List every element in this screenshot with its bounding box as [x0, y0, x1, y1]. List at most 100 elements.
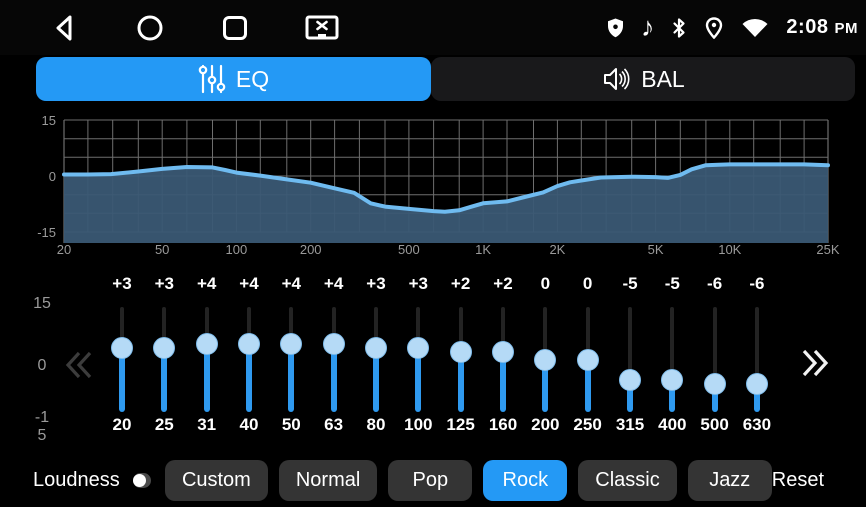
eq-band-value: +4: [281, 274, 301, 293]
preset-button-jazz[interactable]: Jazz: [687, 459, 772, 501]
prev-bands-chevron-icon[interactable]: [60, 348, 96, 382]
eq-band-20[interactable]: +3 20: [101, 262, 143, 458]
slider-track-active[interactable]: [288, 344, 295, 412]
slider-thumb[interactable]: [703, 373, 726, 395]
eq-band-100[interactable]: +3 100: [397, 262, 439, 458]
eq-band-400[interactable]: -5 400: [651, 262, 693, 458]
tab-bal[interactable]: BAL: [431, 57, 855, 101]
eq-band-160[interactable]: +2 160: [482, 262, 524, 458]
slider-track-active[interactable]: [711, 384, 718, 412]
clock-meridiem: PM: [834, 20, 858, 37]
slider-track[interactable]: [331, 307, 336, 344]
slider-thumb[interactable]: [322, 333, 345, 355]
eq-band-frequency: 25: [154, 415, 174, 434]
eq-band-250[interactable]: 0 250: [567, 262, 609, 458]
slider-track[interactable]: [712, 307, 717, 384]
slider-track[interactable]: [204, 307, 209, 344]
slider-track-active[interactable]: [584, 360, 591, 412]
slider-thumb[interactable]: [111, 337, 133, 359]
slider-track-active[interactable]: [161, 348, 168, 412]
recents-icon[interactable]: [220, 13, 250, 43]
svg-text:50: 50: [155, 242, 169, 257]
slider-track-active[interactable]: [203, 344, 210, 412]
slider-thumb[interactable]: [449, 341, 472, 363]
slider-track-active[interactable]: [753, 384, 760, 412]
slider-thumb[interactable]: [238, 333, 260, 355]
eq-band-value: +2: [493, 274, 513, 293]
slider-thumb[interactable]: [492, 341, 514, 363]
slider-track-active[interactable]: [330, 344, 337, 412]
eq-band-630[interactable]: -6 630: [736, 262, 778, 458]
eq-band-value: +3: [154, 274, 174, 293]
eq-band-125[interactable]: +2 125: [440, 262, 482, 458]
slider-track[interactable]: [670, 307, 675, 380]
slider-thumb[interactable]: [745, 373, 768, 395]
slider-thumb[interactable]: [661, 369, 684, 391]
home-icon[interactable]: [135, 13, 165, 43]
eq-band-315[interactable]: -5 315: [609, 262, 651, 458]
slider-track-active[interactable]: [373, 348, 379, 412]
slider-track-active[interactable]: [246, 344, 252, 412]
slider-track-active[interactable]: [669, 380, 676, 412]
eq-band-31[interactable]: +4 31: [186, 262, 228, 458]
eq-band-25[interactable]: +3 25: [143, 262, 185, 458]
slider-thumb[interactable]: [576, 349, 599, 371]
slider-axis-min-line2: 5: [37, 427, 47, 444]
eq-band-50[interactable]: +4 50: [270, 262, 312, 458]
eq-band-63[interactable]: +4 63: [313, 262, 355, 458]
reset-button[interactable]: Reset: [771, 468, 824, 491]
slider-track-active[interactable]: [542, 360, 549, 412]
eq-band-frequency: 630: [742, 415, 772, 434]
preset-button-rock[interactable]: Rock: [483, 459, 568, 501]
eq-band-value: +3: [366, 274, 386, 293]
slider-track-active[interactable]: [119, 348, 125, 412]
slider-track[interactable]: [374, 307, 378, 348]
next-bands-chevron-icon[interactable]: [798, 346, 834, 380]
preset-button-normal[interactable]: Normal: [278, 459, 378, 501]
eq-band-value: -6: [707, 274, 723, 293]
slider-axis-min-line1: -1: [34, 409, 50, 426]
preset-button-classic[interactable]: Classic: [578, 459, 677, 501]
loudness-toggle[interactable]: [132, 472, 151, 488]
tab-eq[interactable]: EQ: [36, 57, 431, 101]
screenshot-icon[interactable]: [305, 14, 339, 42]
slider-track-active[interactable]: [500, 352, 506, 412]
slider-track[interactable]: [501, 307, 505, 352]
preset-button-pop[interactable]: Pop: [388, 459, 473, 501]
slider-thumb[interactable]: [280, 333, 303, 355]
eq-band-frequency: 250: [573, 415, 602, 434]
slider-track[interactable]: [754, 307, 759, 384]
slider-track[interactable]: [162, 307, 167, 348]
eq-band-40[interactable]: +4 40: [228, 262, 270, 458]
system-status-icons: ♪ 2:08 PM: [607, 0, 858, 55]
slider-thumb[interactable]: [365, 337, 387, 359]
slider-thumb[interactable]: [534, 349, 557, 371]
back-icon[interactable]: [50, 13, 80, 43]
slider-thumb[interactable]: [407, 337, 430, 359]
bluetooth-icon: [671, 17, 687, 39]
slider-thumb[interactable]: [619, 369, 641, 391]
slider-thumb[interactable]: [153, 337, 176, 359]
slider-track[interactable]: [628, 307, 632, 380]
slider-track-active[interactable]: [415, 348, 422, 412]
slider-track[interactable]: [416, 307, 421, 348]
slider-track-active[interactable]: [627, 380, 633, 412]
eq-band-value: +4: [323, 274, 344, 293]
svg-text:25K: 25K: [816, 242, 839, 257]
slider-track[interactable]: [120, 307, 124, 348]
slider-track[interactable]: [543, 307, 548, 360]
slider-thumb[interactable]: [195, 333, 218, 355]
slider-track-active[interactable]: [457, 352, 464, 412]
slider-track[interactable]: [247, 307, 251, 344]
svg-text:500: 500: [398, 242, 420, 257]
eq-band-value: -5: [622, 274, 638, 293]
eq-band-80[interactable]: +3 80: [355, 262, 397, 458]
preset-button-custom[interactable]: Custom: [164, 459, 268, 501]
eq-band-500[interactable]: -6 500: [694, 262, 736, 458]
slider-track[interactable]: [458, 307, 463, 352]
slider-track[interactable]: [585, 307, 590, 360]
slider-track[interactable]: [289, 307, 294, 344]
eq-band-200[interactable]: 0 200: [524, 262, 566, 458]
location-icon: [704, 16, 724, 39]
